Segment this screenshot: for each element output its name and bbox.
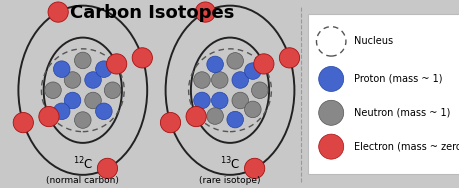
Ellipse shape	[106, 54, 127, 74]
Ellipse shape	[48, 2, 68, 22]
Ellipse shape	[185, 106, 206, 127]
Ellipse shape	[84, 72, 101, 88]
Ellipse shape	[132, 48, 152, 68]
Text: $^{12}$C: $^{12}$C	[73, 155, 93, 172]
Ellipse shape	[97, 158, 118, 179]
Ellipse shape	[318, 66, 343, 92]
Ellipse shape	[318, 100, 343, 125]
Ellipse shape	[231, 92, 248, 109]
Ellipse shape	[195, 2, 215, 22]
Ellipse shape	[244, 101, 261, 118]
Ellipse shape	[53, 61, 70, 77]
Ellipse shape	[64, 92, 81, 109]
Text: $^{13}$C: $^{13}$C	[219, 155, 240, 172]
Text: (rare isotope): (rare isotope)	[199, 176, 260, 185]
Text: Carbon Isotopes: Carbon Isotopes	[69, 4, 234, 22]
Ellipse shape	[104, 82, 121, 99]
Ellipse shape	[211, 92, 228, 109]
Text: (normal carbon): (normal carbon)	[46, 176, 119, 185]
Ellipse shape	[211, 72, 228, 88]
Ellipse shape	[45, 82, 61, 99]
Ellipse shape	[193, 92, 210, 109]
Ellipse shape	[95, 103, 112, 120]
Ellipse shape	[39, 106, 59, 127]
Ellipse shape	[95, 61, 112, 77]
Text: Nucleus: Nucleus	[353, 36, 392, 46]
FancyBboxPatch shape	[308, 14, 459, 174]
Ellipse shape	[231, 72, 248, 88]
Ellipse shape	[226, 111, 243, 128]
Ellipse shape	[207, 108, 223, 124]
Ellipse shape	[13, 112, 34, 133]
Ellipse shape	[279, 48, 299, 68]
Ellipse shape	[244, 158, 264, 179]
Ellipse shape	[244, 63, 261, 79]
Ellipse shape	[53, 103, 70, 120]
Ellipse shape	[226, 53, 243, 69]
Text: Electron (mass ~ zero): Electron (mass ~ zero)	[353, 142, 459, 152]
Ellipse shape	[160, 112, 180, 133]
Ellipse shape	[74, 52, 91, 69]
Ellipse shape	[193, 72, 210, 88]
Ellipse shape	[253, 54, 274, 74]
Ellipse shape	[74, 112, 91, 128]
Ellipse shape	[318, 134, 343, 159]
Text: Proton (mass ~ 1): Proton (mass ~ 1)	[353, 74, 442, 84]
Text: Neutron (mass ~ 1): Neutron (mass ~ 1)	[353, 108, 450, 118]
Ellipse shape	[207, 56, 223, 73]
Ellipse shape	[251, 82, 268, 99]
Ellipse shape	[84, 92, 101, 109]
Ellipse shape	[64, 72, 81, 88]
